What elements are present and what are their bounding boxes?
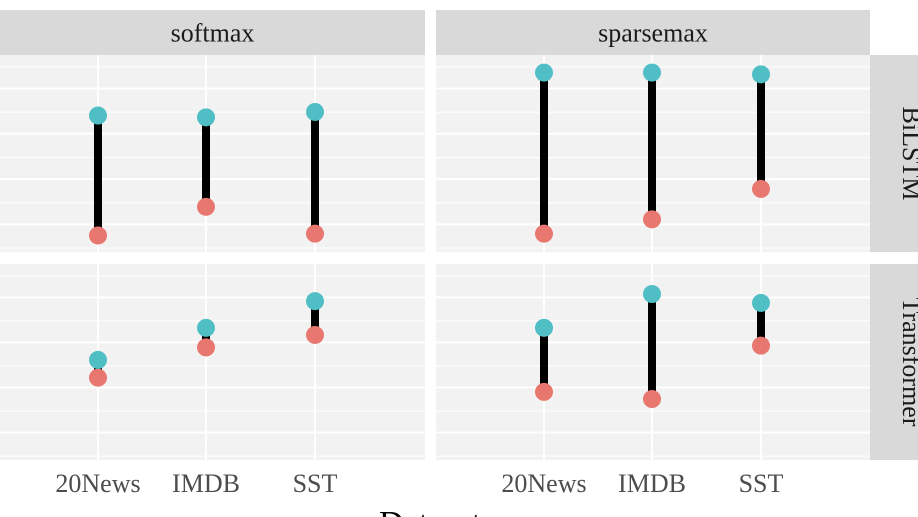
x-tick-label: SST	[293, 469, 338, 498]
x-tick-label: 20News	[501, 469, 586, 498]
data-marks	[89, 63, 770, 409]
x-tick-label: 20News	[55, 469, 140, 498]
low-point	[89, 226, 107, 245]
high-point	[89, 106, 107, 125]
low-point	[197, 338, 215, 357]
x-tick-label: IMDB	[172, 469, 240, 498]
row-strip-label: BiLSTM	[897, 107, 918, 201]
low-point	[643, 390, 661, 409]
low-point	[535, 382, 553, 401]
high-point	[535, 318, 553, 337]
row-strip-label: Transformer	[897, 297, 918, 426]
high-point	[197, 108, 215, 127]
high-point	[306, 292, 324, 311]
panel-background	[0, 55, 425, 252]
low-point	[306, 224, 324, 243]
low-point	[197, 197, 215, 216]
high-point	[89, 350, 107, 369]
low-point	[643, 210, 661, 229]
x-tick-label: IMDB	[618, 469, 686, 498]
high-point	[535, 63, 553, 82]
low-point	[752, 336, 770, 355]
x-tick-label: SST	[739, 469, 784, 498]
column-strip-softmax	[0, 10, 425, 55]
column-strip-label: sparsemax	[598, 19, 708, 48]
x-axis-title: Dataset	[379, 505, 482, 517]
high-point	[752, 65, 770, 84]
column-strip-label: softmax	[171, 19, 255, 48]
low-point	[535, 224, 553, 243]
column-strip-sparsemax	[436, 10, 870, 55]
panel-background	[0, 264, 425, 460]
row-strip-transformer	[870, 264, 918, 460]
row-strip-bilstm	[870, 55, 918, 252]
high-point	[197, 318, 215, 337]
high-point	[752, 293, 770, 312]
low-point	[752, 179, 770, 198]
high-point	[643, 63, 661, 82]
high-point	[643, 285, 661, 304]
low-point	[306, 325, 324, 344]
facet-strips: softmax sparsemax BiLSTM Transformer	[0, 10, 918, 460]
x-tick-labels: 20News IMDB SST 20News IMDB SST	[55, 469, 783, 498]
low-point	[89, 368, 107, 387]
panel-backgrounds	[0, 55, 870, 460]
high-point	[306, 102, 324, 121]
